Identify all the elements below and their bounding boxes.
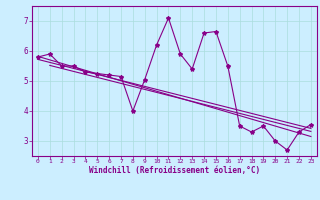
X-axis label: Windchill (Refroidissement éolien,°C): Windchill (Refroidissement éolien,°C) (89, 166, 260, 175)
